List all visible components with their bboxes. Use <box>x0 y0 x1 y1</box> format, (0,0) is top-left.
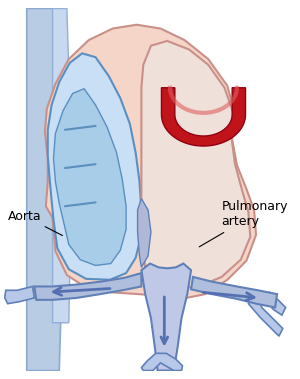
Text: Pulmonary
artery: Pulmonary artery <box>199 200 288 247</box>
Polygon shape <box>141 41 250 288</box>
Polygon shape <box>53 89 126 265</box>
Polygon shape <box>141 353 182 371</box>
Polygon shape <box>248 294 283 336</box>
Polygon shape <box>27 8 65 371</box>
Polygon shape <box>138 199 151 267</box>
Polygon shape <box>48 53 141 280</box>
Polygon shape <box>45 25 256 298</box>
Polygon shape <box>141 263 191 371</box>
Polygon shape <box>264 292 286 315</box>
Polygon shape <box>52 8 71 323</box>
Polygon shape <box>161 88 245 146</box>
Polygon shape <box>5 287 34 304</box>
Polygon shape <box>191 277 277 307</box>
Polygon shape <box>34 273 141 300</box>
Text: Aorta: Aorta <box>8 210 62 235</box>
